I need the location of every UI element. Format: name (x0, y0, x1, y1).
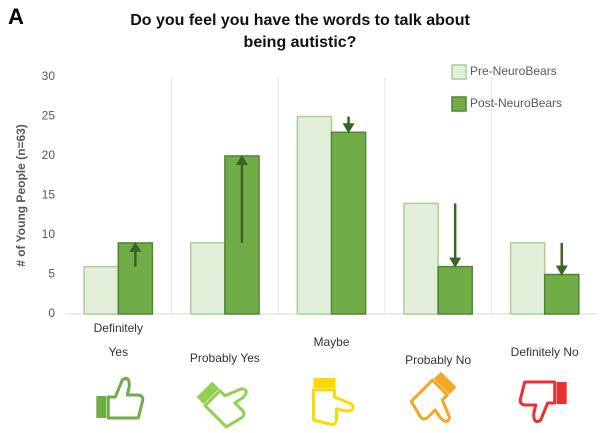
arrow-head (129, 241, 142, 252)
x-tick-label: Probably No (405, 353, 472, 367)
thumb-hand (203, 387, 248, 429)
thumb-cuff (556, 382, 567, 404)
x-tick-label: Definitely No (510, 345, 579, 359)
thumb-cuff (196, 381, 220, 405)
thumb-cuff (433, 371, 457, 395)
bar (437, 265, 473, 315)
thumb-hand (409, 378, 451, 423)
arrow-head (449, 257, 462, 268)
chart-title: Do you feel you have the words to talk a… (130, 12, 470, 51)
bar (190, 242, 226, 315)
bar (403, 202, 439, 315)
thumb-hand (518, 380, 557, 423)
panel-label: A (8, 4, 24, 29)
thumb-icon (518, 380, 567, 423)
bar (509, 242, 546, 315)
thumb-cuff (313, 378, 336, 388)
bar (330, 131, 367, 315)
y-tick-label: 5 (48, 267, 55, 281)
x-tick-label: Maybe (313, 335, 350, 349)
y-tick-label: 0 (48, 306, 55, 320)
bar (543, 273, 580, 315)
thumb-hand (312, 388, 355, 426)
arrow-head (555, 265, 568, 276)
thumb-cuff (96, 396, 107, 418)
arrow-head (342, 123, 355, 134)
thumb-icon (409, 371, 457, 423)
y-tick-label: 25 (42, 109, 56, 123)
legend-swatch (451, 96, 467, 112)
thumb-icon (96, 377, 145, 420)
legend-label: Pre-NeuroBears (470, 64, 557, 78)
y-axis-label: # of Young People (n=63) (14, 124, 28, 267)
x-tick-label: Definitely Yes (93, 321, 143, 359)
thumb-hand (106, 377, 145, 420)
thumb-icon (312, 378, 355, 426)
bar (83, 265, 120, 315)
y-tick-label: 20 (42, 148, 56, 162)
y-tick-label: 15 (42, 188, 56, 202)
y-tick-label: 10 (42, 227, 56, 241)
legend-label: Post-NeuroBears (470, 96, 562, 110)
y-tick-label: 30 (42, 69, 56, 83)
legend-swatch (451, 64, 467, 80)
x-tick-label: Probably Yes (189, 351, 260, 365)
bar (296, 115, 333, 315)
thumb-icon (196, 381, 248, 429)
arrow-head (235, 155, 248, 165)
